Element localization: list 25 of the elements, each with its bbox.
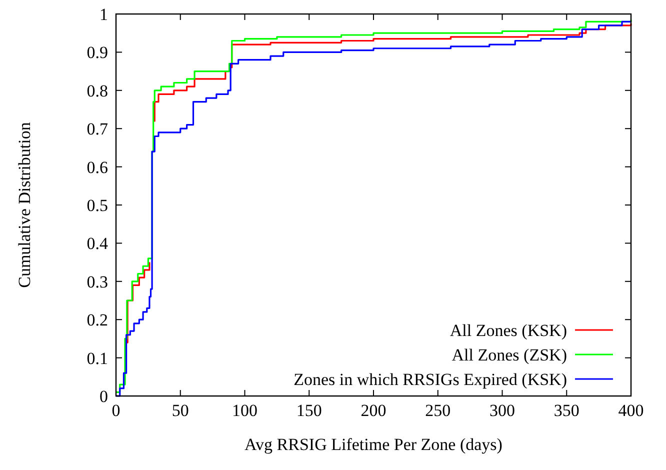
y-tick-label: 0.5 [86,196,108,215]
x-tick-label: 50 [172,401,189,420]
y-tick-label: 0.8 [86,81,108,100]
x-tick-label: 150 [296,401,322,420]
y-tick-label: 0.2 [86,310,108,330]
y-tick-label: 0.4 [86,234,108,254]
x-tick-label: 100 [232,401,258,420]
legend-label: All Zones (ZSK) [452,346,567,364]
y-tick-label: 0.7 [86,120,108,139]
y-tick-label: 0 [100,387,108,406]
y-tick-label: 0.6 [86,158,108,177]
legend-label: All Zones (KSK) [450,321,567,340]
x-tick-label: 250 [425,401,451,420]
x-axis-title: Avg RRSIG Lifetime Per Zone (days) [244,435,502,454]
x-tick-label: 400 [618,401,644,420]
y-tick-label: 0.3 [86,272,108,292]
y-axis-title: Cumulative Distribution [15,122,34,288]
y-tick-label: 0.9 [86,43,108,62]
x-tick-label: 0 [112,401,120,420]
x-tick-label: 350 [554,401,580,420]
x-tick-label: 300 [490,401,515,420]
x-tick-label: 200 [360,401,386,420]
y-tick-label: 1 [100,5,108,24]
y-tick-label: 0.1 [86,348,108,368]
legend-label: Zones in which RRSIGs Expired (KSK) [294,370,567,389]
